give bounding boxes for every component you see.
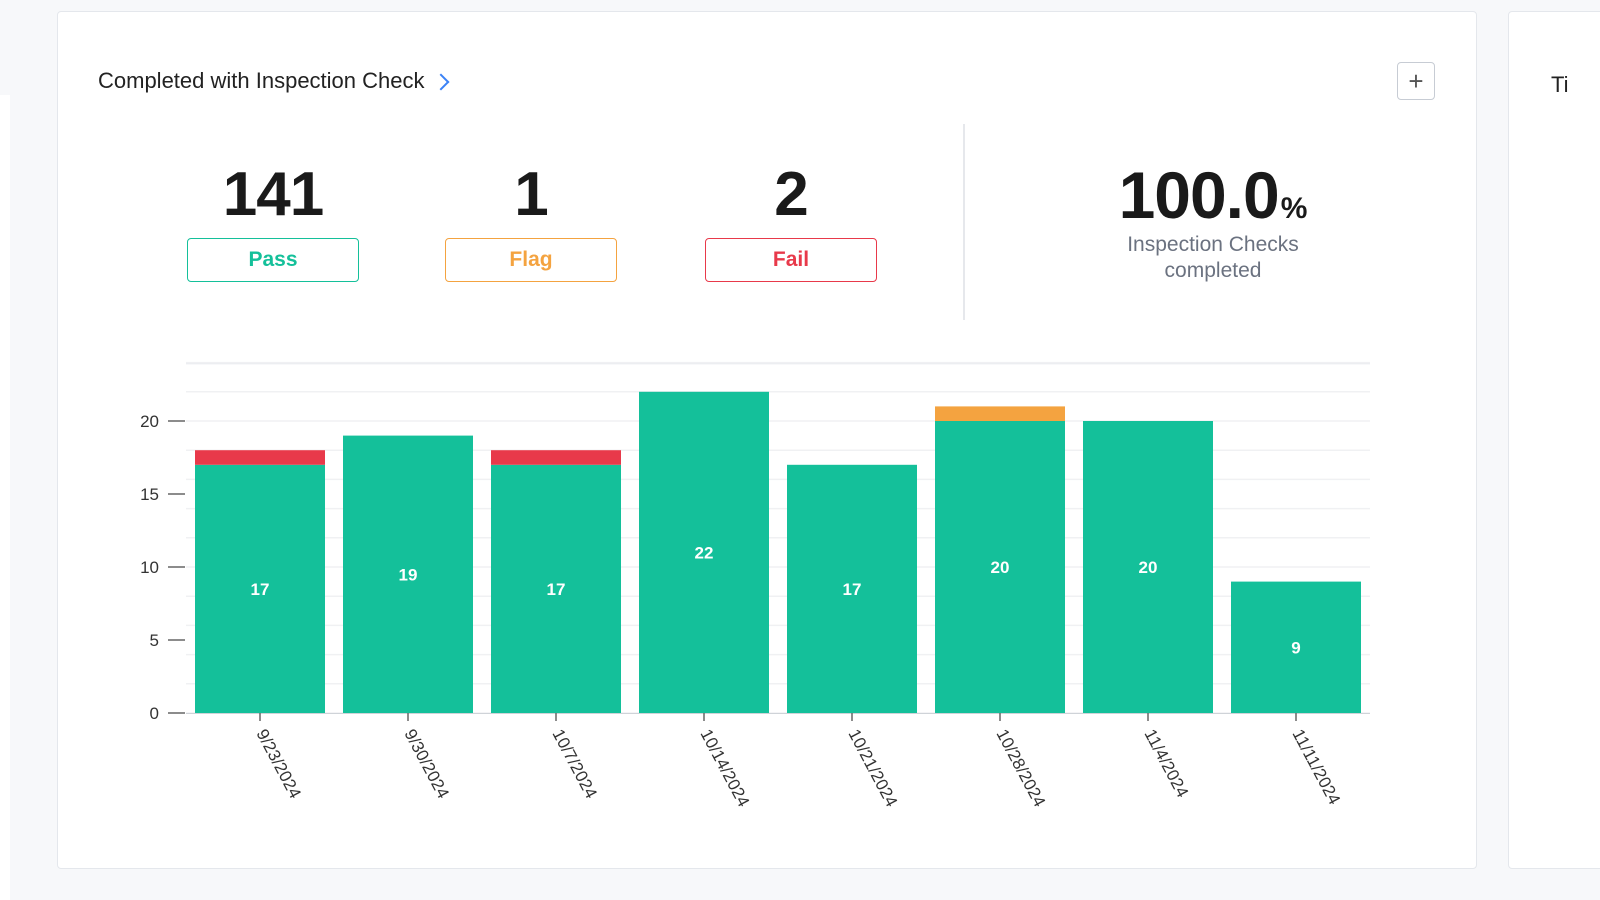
bar-data-label: 17 xyxy=(251,580,270,599)
card-title-link[interactable]: Completed with Inspection Check xyxy=(98,68,449,94)
bar-pass-segment xyxy=(195,464,325,713)
bar-pass-segment xyxy=(935,421,1065,713)
next-card-title: Ti xyxy=(1551,72,1569,97)
x-tick-label: 11/4/2024 xyxy=(1140,726,1192,801)
x-tick-label: 9/30/2024 xyxy=(400,726,452,802)
x-tick-label: 9/23/2024 xyxy=(252,726,304,802)
bar-fail-segment xyxy=(491,450,621,465)
fail-badge[interactable]: Fail xyxy=(705,238,877,282)
y-tick-label: 20 xyxy=(140,412,159,431)
stats-divider xyxy=(963,124,965,320)
pass-count: 141 xyxy=(222,160,324,229)
x-tick-label: 10/28/2024 xyxy=(992,726,1049,810)
bar-pass-segment xyxy=(1083,421,1213,713)
flag-badge[interactable]: Flag xyxy=(445,238,617,282)
bar-pass-segment xyxy=(1231,581,1361,713)
pass-stat: 141 Pass xyxy=(187,160,359,282)
fail-stat: 2 Fail xyxy=(705,160,877,282)
y-tick-label: 10 xyxy=(140,558,159,577)
next-card: Ti xyxy=(1508,11,1600,869)
bar-data-label: 19 xyxy=(399,565,418,584)
add-button[interactable]: + xyxy=(1397,62,1435,100)
left-edge-panel xyxy=(0,95,10,900)
flag-stat: 1 Flag xyxy=(445,160,617,282)
bar-pass-segment xyxy=(639,391,769,713)
x-tick-label: 10/14/2024 xyxy=(696,726,753,810)
bar-flag-segment xyxy=(935,406,1065,421)
x-tick-label: 11/11/2024 xyxy=(1288,726,1344,808)
completion-caption: Inspection Checks completed xyxy=(1127,233,1299,282)
completion-value: 100.0 xyxy=(1118,158,1280,232)
bar-pass-segment xyxy=(787,464,917,713)
completion-stat: 100.0% Inspection Checks completed xyxy=(1088,160,1338,284)
flag-count: 1 xyxy=(514,160,548,229)
bar-fail-segment xyxy=(195,450,325,465)
bar-data-label: 20 xyxy=(1139,558,1158,577)
y-tick-label: 0 xyxy=(150,704,159,723)
pass-badge[interactable]: Pass xyxy=(187,238,359,282)
x-tick-label: 10/7/2024 xyxy=(548,726,600,802)
inspection-check-card: Completed with Inspection Check + 141 Pa… xyxy=(57,11,1477,869)
bar-data-label: 22 xyxy=(695,543,714,562)
bar-data-label: 20 xyxy=(991,558,1010,577)
fail-count: 2 xyxy=(774,160,808,229)
weekly-inspection-bar-chart: 0 5 10 15 20 17 9/23/2024 19 9/30/2024 17 10/7/202… xyxy=(140,361,1370,810)
card-title: Completed with Inspection Check xyxy=(98,68,425,93)
bar-pass-segment xyxy=(343,435,473,713)
bar-data-label: 9 xyxy=(1291,638,1300,657)
y-tick-label: 5 xyxy=(150,631,159,650)
bar-data-label: 17 xyxy=(843,580,862,599)
bar-pass-segment xyxy=(491,464,621,713)
y-tick-label: 15 xyxy=(140,485,159,504)
completion-unit: % xyxy=(1280,192,1308,225)
x-tick-label: 10/21/2024 xyxy=(844,726,901,810)
bar-data-label: 17 xyxy=(547,580,566,599)
